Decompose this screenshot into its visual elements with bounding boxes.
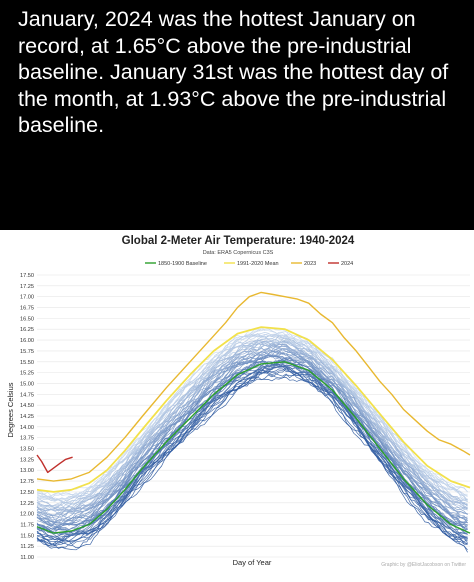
- legend-label: 2024: [341, 261, 353, 267]
- historical-year-line: [36, 359, 468, 545]
- historical-year-line: [36, 339, 468, 512]
- y-tick-label: 15.00: [20, 381, 34, 387]
- historical-year-line: [36, 335, 468, 512]
- legend-label: 1850-1900 Baseline: [158, 261, 207, 267]
- historical-year-line: [36, 348, 468, 528]
- chart-card: Global 2-Meter Air Temperature: 1940-202…: [0, 230, 474, 582]
- y-tick-label: 16.00: [20, 338, 34, 344]
- x-axis-label: Day of Year: [233, 558, 272, 567]
- y-tick-label: 17.25: [20, 284, 34, 290]
- y-tick-label: 13.00: [20, 468, 34, 474]
- y-tick-label: 17.00: [20, 295, 34, 301]
- post-text: January, 2024 was the hottest January on…: [18, 7, 449, 137]
- historical-year-line: [36, 359, 468, 536]
- historical-year-line: [36, 343, 468, 519]
- historical-year-line: [36, 328, 468, 504]
- historical-year-line: [36, 359, 468, 540]
- historical-year-line: [36, 350, 468, 531]
- y-tick-label: 14.25: [20, 414, 34, 420]
- y-tick-label: 16.25: [20, 327, 34, 333]
- legend-label: 1991-2020 Mean: [237, 261, 279, 267]
- historical-year-line: [36, 340, 468, 521]
- series-line-2024: [36, 454, 73, 474]
- historical-year-line: [36, 334, 468, 505]
- y-tick-label: 13.50: [20, 447, 34, 453]
- y-tick-label: 11.00: [20, 555, 34, 561]
- y-axis-label: Degrees Celsius: [6, 382, 15, 437]
- y-tick-label: 11.75: [20, 522, 34, 528]
- series-line-2023: [36, 291, 471, 482]
- historical-lines: [36, 327, 468, 553]
- temperature-chart: Global 2-Meter Air Temperature: 1940-202…: [6, 235, 471, 568]
- legend-label: 2023: [304, 261, 316, 267]
- historical-year-line: [36, 344, 468, 526]
- gridlines: [37, 274, 470, 558]
- historical-year-line: [36, 333, 468, 508]
- historical-year-line: [36, 368, 468, 550]
- chart-subtitle: Data: ERA5 Copernicus C3S: [203, 250, 274, 256]
- y-tick-label: 17.50: [20, 273, 34, 279]
- chart-title: Global 2-Meter Air Temperature: 1940-202…: [122, 235, 355, 247]
- y-tick-label: 15.75: [20, 349, 34, 355]
- y-tick-label: 12.75: [20, 479, 34, 485]
- historical-year-line: [36, 334, 468, 511]
- series-lines: [36, 291, 471, 534]
- y-tick-label: 16.75: [20, 306, 34, 312]
- historical-year-line: [36, 332, 468, 500]
- series-line-1991-2020-mean: [36, 326, 471, 493]
- y-tick-label: 15.50: [20, 360, 34, 366]
- y-tick-label: 13.75: [20, 436, 34, 442]
- y-tick-label: 14.00: [20, 425, 34, 431]
- y-tick-label: 15.25: [20, 371, 34, 377]
- y-tick-label: 16.50: [20, 316, 34, 322]
- y-tick-label: 14.75: [20, 392, 34, 398]
- y-tick-label: 12.25: [20, 501, 34, 507]
- historical-year-line: [36, 368, 468, 547]
- historical-year-line: [36, 343, 468, 519]
- historical-year-line: [36, 328, 468, 497]
- series-line-1850-1900-baseline: [36, 361, 471, 534]
- historical-year-line: [36, 336, 468, 509]
- y-tick-label: 14.50: [20, 403, 34, 409]
- y-tick-label: 12.00: [20, 512, 34, 518]
- y-tick-label: 12.50: [20, 490, 34, 496]
- y-tick-label: 11.25: [20, 544, 34, 550]
- y-tick-label: 13.25: [20, 457, 34, 463]
- y-tick-label: 11.50: [20, 533, 34, 539]
- credit-label: Graphic by @EliotJacobson on Twitter: [381, 562, 466, 568]
- legend: 1850-1900 Baseline 1991-2020 Mean 2023 2024: [145, 261, 353, 267]
- historical-year-line: [36, 343, 468, 523]
- y-tick-labels: 17.50 17.25 17.00 16.75 16.50 16.25 16.00 15.75…: [20, 273, 34, 561]
